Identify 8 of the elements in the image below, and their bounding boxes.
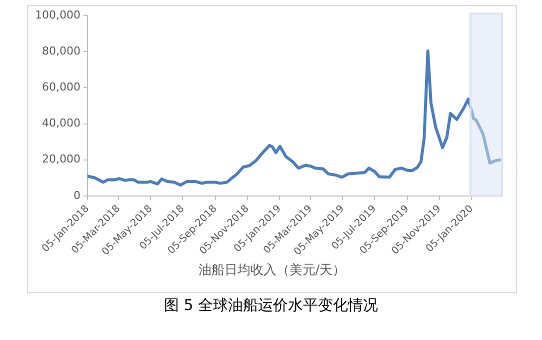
x-axis-title: 油船日均收入（美元/天） xyxy=(197,262,347,279)
text: 图 5 全球油船运价水平变化情况 xyxy=(162,296,380,315)
y-tick-label: 40,000 xyxy=(42,116,80,130)
y-tick-label: 60,000 xyxy=(42,80,80,94)
y-tick-label: 20,000 xyxy=(42,152,80,166)
y-tick-label: 80,000 xyxy=(42,44,80,58)
y-tick-label: 100,000 xyxy=(34,8,80,22)
y-tick-label: 0 xyxy=(73,188,80,202)
